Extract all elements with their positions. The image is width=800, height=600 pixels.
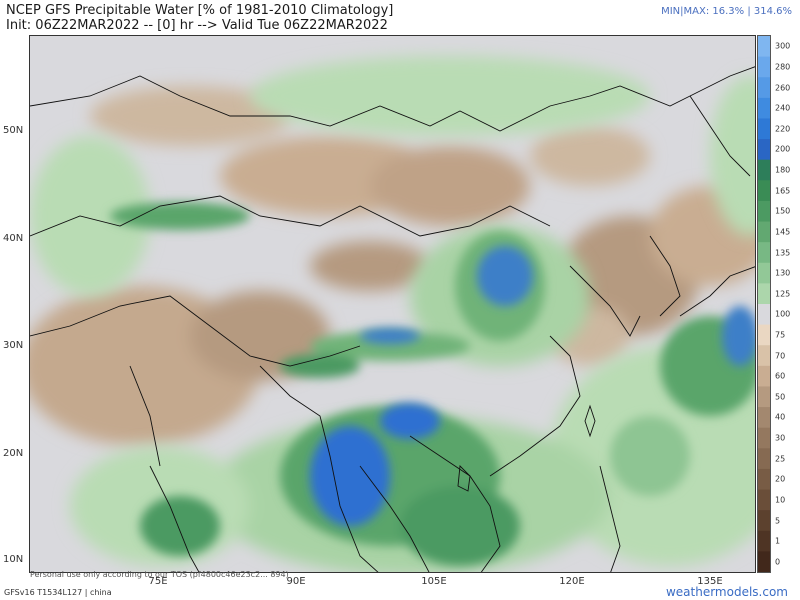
colorbar-tick-label: 180 [775,165,791,175]
lat-label-30n: 30N [3,340,24,351]
colorbar-tick-label: 135 [775,248,791,257]
min-max-readout: MIN|MAX: 16.3% | 314.6% [661,6,792,17]
colorbar-tick-label: 20 [775,474,786,484]
coastlines-borders [30,66,755,572]
colorbar-tick-label: 1 [775,536,781,546]
colorbar-swatch [758,242,770,264]
colorbar-swatch [758,530,770,552]
colorbar-swatch [758,180,770,202]
colorbar-swatch [758,304,770,326]
lon-label-120e: 120E [559,576,585,587]
colorbar-swatch [758,448,770,470]
colorbar-swatch [758,200,770,223]
colorbar-tick-label: 50 [775,392,786,402]
colorbar-swatch [758,407,770,429]
colorbar-tick-label: 0 [775,557,781,567]
brand-link[interactable]: weathermodels.com [665,585,788,599]
map-canvas [30,36,755,572]
colorbar-tick-label: 75 [775,330,786,340]
high-anomaly-blue-areas [310,246,755,526]
precipitable-water-map[interactable] [29,35,756,573]
colorbar-swatch [758,56,770,78]
colorbar-swatch [758,36,770,58]
colorbar-swatch [758,324,770,346]
colorbar-tick-label: 200 [775,144,791,154]
colorbar-tick-label: 25 [775,454,786,464]
colorbar-swatch [758,118,770,140]
colorbar [757,35,771,573]
colorbar-tick-label: 150 [775,206,791,216]
colorbar-tick-label: 220 [775,124,791,134]
colorbar-tick-label: 165 [775,186,791,196]
lon-label-90e: 90E [286,576,306,587]
colorbar-tick-label: 100 [775,309,791,319]
colorbar-swatch [758,427,770,449]
colorbar-tick-label: 125 [775,289,791,299]
colorbar-tick-label: 145 [775,227,791,237]
colorbar-swatch [758,262,770,284]
colorbar-swatch [758,97,770,119]
colorbar-swatches [758,36,770,572]
colorbar-tick-label: 280 [775,62,791,72]
lat-label-40n: 40N [3,233,24,244]
init-valid-line: Init: 06Z22MAR2022 -- [0] hr --> Valid T… [6,18,388,33]
lat-label-20n: 20N [3,448,24,459]
colorbar-tick-label: 5 [775,516,781,525]
colorbar-swatch [758,159,770,181]
lat-label-10n: 10N [3,554,24,565]
lat-label-50n: 50N [3,125,24,136]
lon-label-75e: 75E [148,576,168,587]
colorbar-tick-label: 70 [775,351,786,360]
model-info: GFSv16 T1534L127 | china [4,588,112,597]
colorbar-tick-label: 130 [775,268,791,278]
colorbar-tick-label: 60 [775,371,786,381]
colorbar-swatch [758,77,770,99]
colorbar-tick-label: 40 [775,412,786,422]
colorbar-tick-label: 30 [775,433,786,443]
tos-disclaimer: Personal use only according to our TOS (… [30,570,289,579]
lon-label-105e: 105E [421,576,447,587]
colorbar-swatch [758,489,770,511]
lon-label-135e: 135E [697,576,723,587]
colorbar-swatch [758,139,770,161]
colorbar-tick-label: 300 [775,41,791,51]
colorbar-swatch [758,551,770,572]
colorbar-tick-label: 260 [775,83,791,92]
colorbar-tick-label: 240 [775,103,791,113]
colorbar-swatch [758,468,770,491]
colorbar-swatch [758,510,770,532]
colorbar-swatch [758,386,770,408]
colorbar-swatch [758,283,770,305]
colorbar-swatch [758,365,770,387]
chart-title: NCEP GFS Precipitable Water [% of 1981-2… [6,3,394,18]
colorbar-tick-label: 10 [775,495,786,505]
colorbar-swatch [758,345,770,367]
colorbar-swatch [758,221,770,243]
